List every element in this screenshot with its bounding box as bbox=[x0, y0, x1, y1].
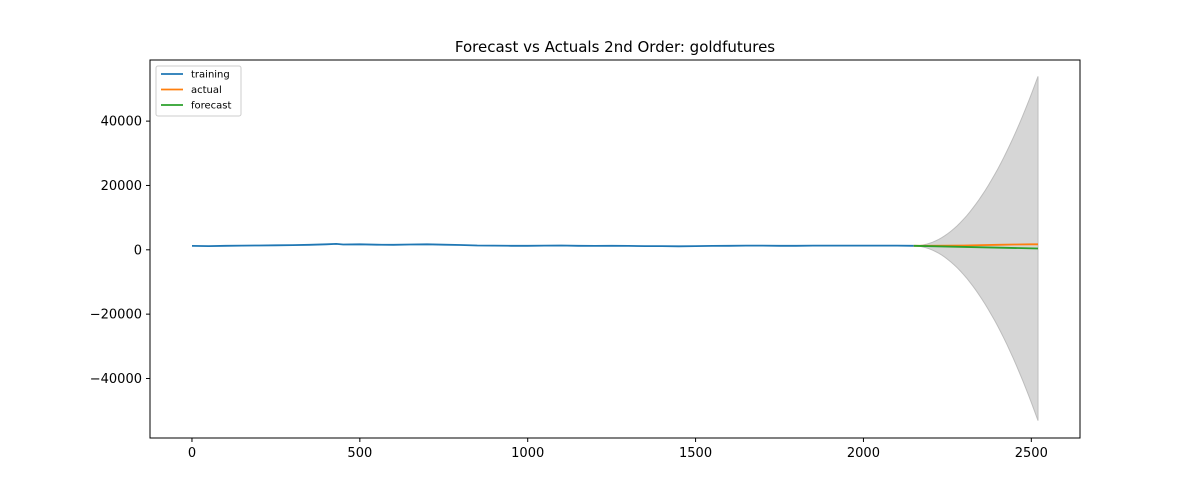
x-tick-label: 2500 bbox=[1015, 446, 1048, 461]
legend-label-forecast: forecast bbox=[191, 101, 232, 112]
legend-label-training: training bbox=[191, 70, 230, 81]
legend: training actual forecast bbox=[155, 65, 242, 117]
y-tick-label: 20000 bbox=[101, 179, 142, 194]
chart-title: Forecast vs Actuals 2nd Order: goldfutur… bbox=[455, 38, 775, 56]
x-tick-label: 1000 bbox=[511, 446, 544, 461]
y-tick-label: 40000 bbox=[101, 115, 142, 130]
x-tick-label: 500 bbox=[347, 446, 372, 461]
y-tick-label: −20000 bbox=[90, 308, 142, 323]
y-tick-label: 0 bbox=[134, 243, 142, 258]
series-line-training bbox=[191, 242, 914, 248]
x-tick-label: 0 bbox=[188, 446, 196, 461]
y-axis: −40000 −20000 0 20000 40000 bbox=[90, 115, 150, 387]
x-axis: 0 500 1000 1500 2000 2500 bbox=[188, 438, 1048, 461]
y-tick-label: −40000 bbox=[90, 372, 142, 387]
series-line-forecast bbox=[913, 244, 1039, 250]
plot-area bbox=[191, 76, 1039, 421]
legend-label-actual: actual bbox=[191, 85, 222, 96]
x-tick-label: 2000 bbox=[847, 446, 880, 461]
axes-frame bbox=[149, 59, 1081, 439]
legend-box bbox=[155, 65, 242, 117]
x-tick-label: 1500 bbox=[679, 446, 712, 461]
